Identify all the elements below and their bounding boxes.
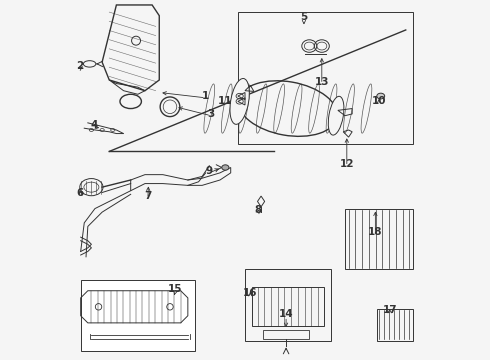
Ellipse shape xyxy=(230,78,249,124)
Text: 1: 1 xyxy=(202,91,209,101)
Text: 17: 17 xyxy=(382,305,397,315)
Ellipse shape xyxy=(328,96,344,135)
Text: 3: 3 xyxy=(207,109,215,119)
Text: 18: 18 xyxy=(368,227,383,237)
Text: 8: 8 xyxy=(254,205,261,215)
Text: 15: 15 xyxy=(168,284,183,294)
Text: 11: 11 xyxy=(218,96,233,107)
Bar xyxy=(81,280,195,351)
Text: 12: 12 xyxy=(340,159,354,169)
Text: 9: 9 xyxy=(205,166,212,176)
Text: 13: 13 xyxy=(315,77,329,87)
Text: 7: 7 xyxy=(144,191,151,201)
Text: 4: 4 xyxy=(91,120,98,130)
Ellipse shape xyxy=(222,165,229,170)
Ellipse shape xyxy=(377,93,385,99)
Text: 2: 2 xyxy=(76,61,84,71)
Text: 14: 14 xyxy=(279,309,294,319)
Text: 6: 6 xyxy=(76,188,84,198)
Text: 10: 10 xyxy=(372,96,386,107)
Text: 5: 5 xyxy=(300,13,308,22)
Bar xyxy=(245,269,331,341)
Bar xyxy=(263,330,309,339)
Text: 16: 16 xyxy=(243,288,258,297)
